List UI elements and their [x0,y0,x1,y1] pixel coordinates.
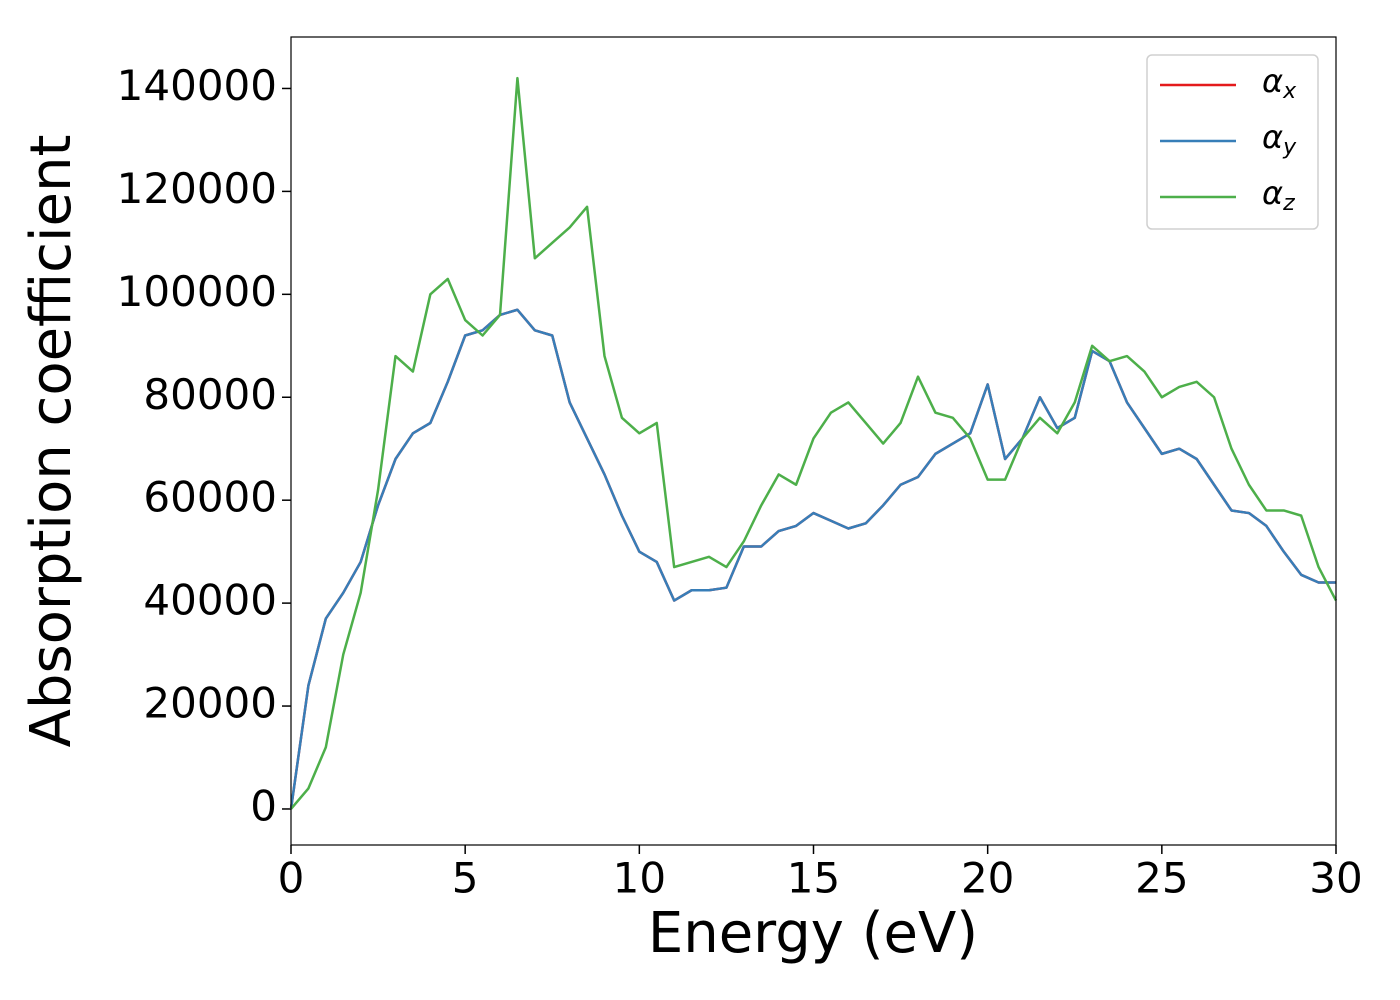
legend-label: αx [1262,62,1297,104]
legend-label: αz [1262,174,1295,216]
plot-frame [290,36,1337,846]
legend-label: αy [1262,118,1297,160]
series-line [290,76,1338,810]
x-tick-label: 30 [1309,854,1362,903]
y-tick-label: 100000 [117,267,277,316]
x-tick-label: 10 [613,854,666,903]
y-tick-label: 80000 [143,370,277,419]
x-tick-label: 5 [452,854,479,903]
y-tick-label: 120000 [117,164,277,213]
x-axis-label: Energy (eV) [648,901,978,966]
x-tick-label: 25 [1135,854,1188,903]
y-tick-label: 0 [250,781,277,830]
x-tick-label: 0 [278,854,305,903]
x-tick-label: 15 [787,854,840,903]
y-tick-label: 140000 [117,61,277,110]
y-axis-label: Absorption coefficient [19,135,84,748]
y-tick-label: 60000 [143,473,277,522]
series-line [289,308,1336,810]
x-tick-label: 20 [961,854,1014,903]
y-tick-label: 20000 [143,679,277,728]
y-tick-label: 40000 [143,576,277,625]
